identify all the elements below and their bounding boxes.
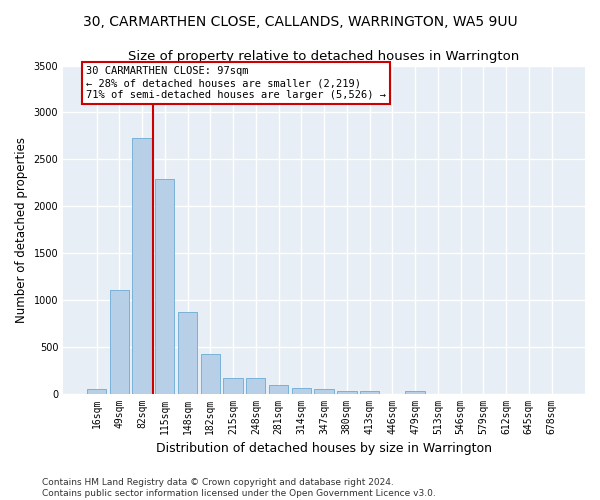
Bar [155, 179, 175, 394]
Bar [178, 312, 197, 394]
X-axis label: Distribution of detached houses by size in Warrington: Distribution of detached houses by size … [156, 442, 492, 455]
Text: Contains HM Land Registry data © Crown copyright and database right 2024.
Contai: Contains HM Land Registry data © Crown c… [42, 478, 436, 498]
Bar [87, 389, 106, 394]
Bar [292, 388, 311, 394]
Bar [337, 390, 356, 394]
Y-axis label: Number of detached properties: Number of detached properties [15, 136, 28, 322]
Bar [110, 290, 129, 394]
Bar [360, 390, 379, 394]
Bar [406, 391, 425, 394]
Text: 30 CARMARTHEN CLOSE: 97sqm
← 28% of detached houses are smaller (2,219)
71% of s: 30 CARMARTHEN CLOSE: 97sqm ← 28% of deta… [86, 66, 386, 100]
Bar [223, 378, 243, 394]
Title: Size of property relative to detached houses in Warrington: Size of property relative to detached ho… [128, 50, 520, 63]
Bar [314, 389, 334, 394]
Bar [133, 138, 152, 394]
Bar [246, 378, 265, 394]
Bar [269, 385, 288, 394]
Text: 30, CARMARTHEN CLOSE, CALLANDS, WARRINGTON, WA5 9UU: 30, CARMARTHEN CLOSE, CALLANDS, WARRINGT… [83, 15, 517, 29]
Bar [200, 354, 220, 394]
